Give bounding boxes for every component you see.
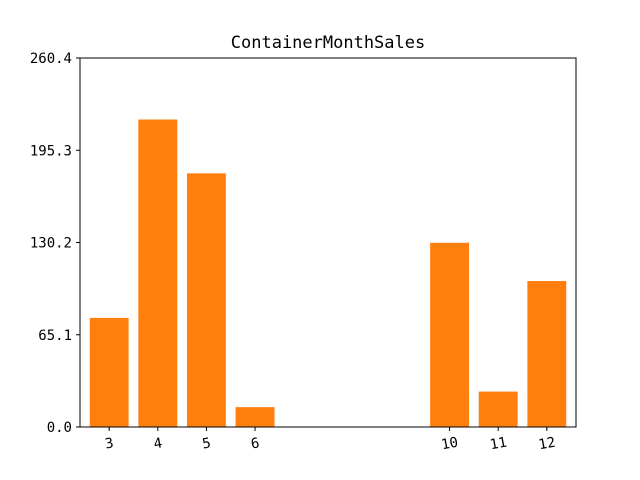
bar-12 [527, 281, 567, 427]
y-tick-label: 260.4 [30, 51, 72, 67]
bar-10 [430, 242, 470, 427]
x-tick-label: 6 [250, 435, 261, 452]
chart-title: ContainerMonthSales [231, 33, 425, 53]
bar-3 [89, 317, 129, 427]
x-tick-label: 4 [152, 435, 163, 452]
y-tick-label: 130.2 [30, 236, 72, 252]
x-tick-label: 10 [440, 435, 459, 454]
axes-layer: 0.0 65.1 130.2 195.3 260.4 3 4 5 6 10 11 12 [30, 51, 577, 454]
bar-6 [235, 407, 275, 427]
x-tick-label: 11 [489, 435, 508, 454]
y-tick-label: 195.3 [30, 143, 72, 159]
bar-5 [186, 173, 226, 427]
bar-11 [478, 391, 518, 427]
y-tick-label: 0.0 [47, 420, 72, 436]
y-tick-label: 65.1 [38, 328, 72, 344]
x-tick-label: 12 [537, 435, 556, 454]
bars-layer [89, 119, 567, 427]
x-tick-label: 3 [104, 435, 115, 452]
x-tick-label: 5 [201, 435, 212, 452]
bar-4 [138, 119, 178, 427]
